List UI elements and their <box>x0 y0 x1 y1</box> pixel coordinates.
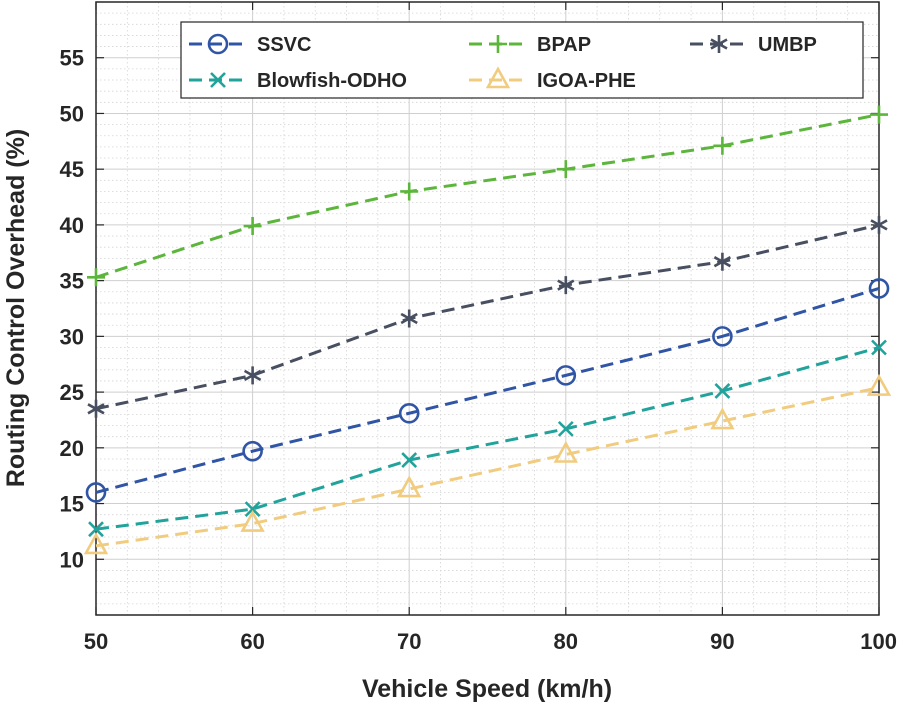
series-umbp <box>87 215 888 418</box>
y-tick-label: 30 <box>60 324 84 349</box>
triangle-marker <box>485 66 511 89</box>
axis-ticks: 50 60 70 80 90 100 10 15 20 25 30 35 40 45 50 55 <box>60 2 897 654</box>
plus-marker <box>713 136 732 155</box>
circle-marker <box>555 365 577 386</box>
triangle-marker <box>553 440 579 463</box>
plus-marker <box>870 105 888 124</box>
y-axis-title: Routing Control Overhead (%) <box>2 129 30 487</box>
x-marker <box>210 72 226 88</box>
triangle-marker <box>83 532 109 555</box>
y-tick-label: 50 <box>60 101 84 126</box>
y-tick-label: 40 <box>60 213 84 238</box>
triangle-marker <box>866 373 892 396</box>
x-tick-label: 70 <box>397 629 421 654</box>
y-tick-label: 35 <box>60 269 84 294</box>
circle-marker <box>85 482 107 503</box>
asterisk-marker <box>557 276 575 295</box>
x-marker <box>714 383 731 399</box>
circle-marker <box>868 278 890 299</box>
legend-entry: Blowfish-ODHO <box>189 70 407 92</box>
y-tick-label: 55 <box>60 46 84 71</box>
legend-label: Blowfish-ODHO <box>257 70 407 92</box>
x-marker <box>557 420 574 437</box>
asterisk-marker <box>710 35 728 53</box>
asterisk-marker <box>87 399 105 418</box>
series-bpap <box>87 105 888 287</box>
series-line <box>95 223 880 411</box>
legend-entry: BPAP <box>469 34 591 56</box>
y-tick-label: 15 <box>60 492 84 517</box>
y-tick-label: 10 <box>60 547 84 572</box>
circle-marker <box>242 440 263 462</box>
legend-box <box>180 21 864 99</box>
series-blowfish-odho <box>88 339 887 538</box>
legend-label: IGOA-PHE <box>537 70 636 92</box>
series-line <box>95 287 880 494</box>
asterisk-marker <box>243 366 262 385</box>
circle-marker <box>712 326 733 347</box>
circle-marker <box>207 33 229 55</box>
asterisk-marker <box>870 215 888 234</box>
circle-marker <box>398 402 420 424</box>
data-series <box>83 105 892 555</box>
x-tick-label: 60 <box>240 629 264 654</box>
x-tick-label: 50 <box>84 629 108 654</box>
x-marker <box>244 501 261 518</box>
plus-marker <box>489 35 507 53</box>
triangle-marker <box>710 407 735 430</box>
x-axis-title: Vehicle Speed (km/h) <box>362 675 612 703</box>
legend-entry: IGOA-PHE <box>469 66 636 92</box>
y-tick-label: 45 <box>60 157 84 182</box>
triangle-marker <box>396 475 422 498</box>
plus-marker <box>400 182 419 201</box>
series-line <box>95 346 880 531</box>
series-line <box>95 113 880 279</box>
asterisk-marker <box>400 309 418 328</box>
legend-entry: SSVC <box>189 33 311 56</box>
x-tick-label: 80 <box>554 629 578 654</box>
plus-marker <box>556 160 575 179</box>
x-marker <box>88 521 104 538</box>
y-tick-label: 25 <box>60 380 84 405</box>
plot-area-frame <box>95 1 880 616</box>
series-line <box>95 386 880 548</box>
triangle-marker <box>240 509 265 532</box>
y-tick-label: 20 <box>60 436 84 461</box>
plus-marker <box>87 268 105 287</box>
asterisk-marker <box>713 252 732 271</box>
legend-label: UMBP <box>758 34 817 56</box>
x-tick-label: 90 <box>710 629 734 654</box>
legend-label: BPAP <box>537 34 591 56</box>
plus-marker <box>243 217 262 236</box>
x-marker <box>871 339 887 356</box>
legend-entry: UMBP <box>690 34 817 56</box>
series-igoa-phe <box>83 373 892 555</box>
x-tick-label: 100 <box>860 629 897 654</box>
legend-label: SSVC <box>257 34 311 56</box>
series-ssvc <box>85 278 890 503</box>
x-marker <box>401 452 418 468</box>
legend: SSVC BPAP UMBP Blowfish-ODHO IGOA-PHE <box>180 21 864 99</box>
